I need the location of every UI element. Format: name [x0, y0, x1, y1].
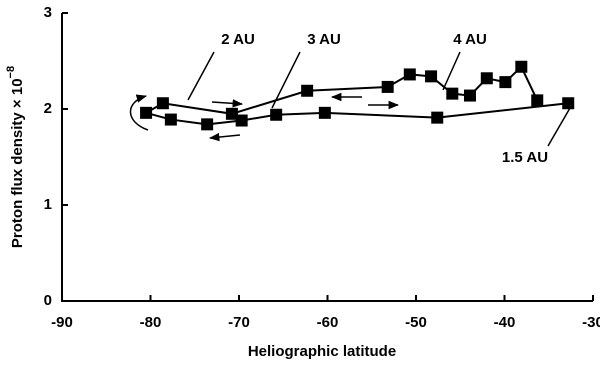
y-tick-label: 3: [44, 4, 52, 21]
data-point: [425, 70, 438, 83]
x-tick-label: -50: [405, 314, 427, 331]
data-point: [381, 80, 394, 93]
data-point: [562, 97, 575, 110]
data-point: [225, 107, 238, 120]
x-tick-label: -80: [140, 314, 162, 331]
x-tick-label: -40: [494, 314, 516, 331]
data-point: [301, 84, 314, 97]
data-point: [403, 68, 416, 81]
data-point: [140, 106, 153, 119]
data-point: [270, 108, 283, 121]
y-axis-title-exponent: −8: [5, 66, 17, 79]
data-point: [480, 72, 493, 85]
y-tick-label: 1: [44, 196, 52, 213]
annotation-leaders: [129, 51, 571, 147]
x-tick-label: -30: [582, 314, 600, 331]
y-tick-label: 2: [44, 100, 52, 117]
data-point: [201, 118, 214, 131]
data-point: [463, 89, 476, 102]
y-axis-title-main: Proton flux density × 10: [9, 78, 26, 248]
data-point: [164, 113, 177, 126]
annotation: 1.5 AU: [502, 149, 548, 166]
x-tick-label: -70: [228, 314, 250, 331]
annotation: 4 AU: [453, 31, 487, 48]
x-tick-label: -90: [51, 314, 73, 331]
data-point: [235, 114, 248, 127]
data-point: [531, 94, 544, 107]
data-point: [156, 97, 169, 110]
data-line: [143, 65, 569, 126]
data-point: [446, 87, 459, 100]
x-tick-label: -60: [317, 314, 339, 331]
y-axis-title: Proton flux density × 10−8: [5, 66, 26, 248]
data-point: [318, 106, 331, 119]
annotation: 3 AU: [307, 31, 341, 48]
annotation: 2 AU: [221, 31, 255, 48]
data-point: [431, 111, 444, 124]
data-point: [499, 76, 512, 89]
x-axis-title: Heliographic latitude: [248, 343, 396, 360]
y-tick-label: 0: [44, 292, 52, 309]
data-point: [515, 60, 528, 73]
